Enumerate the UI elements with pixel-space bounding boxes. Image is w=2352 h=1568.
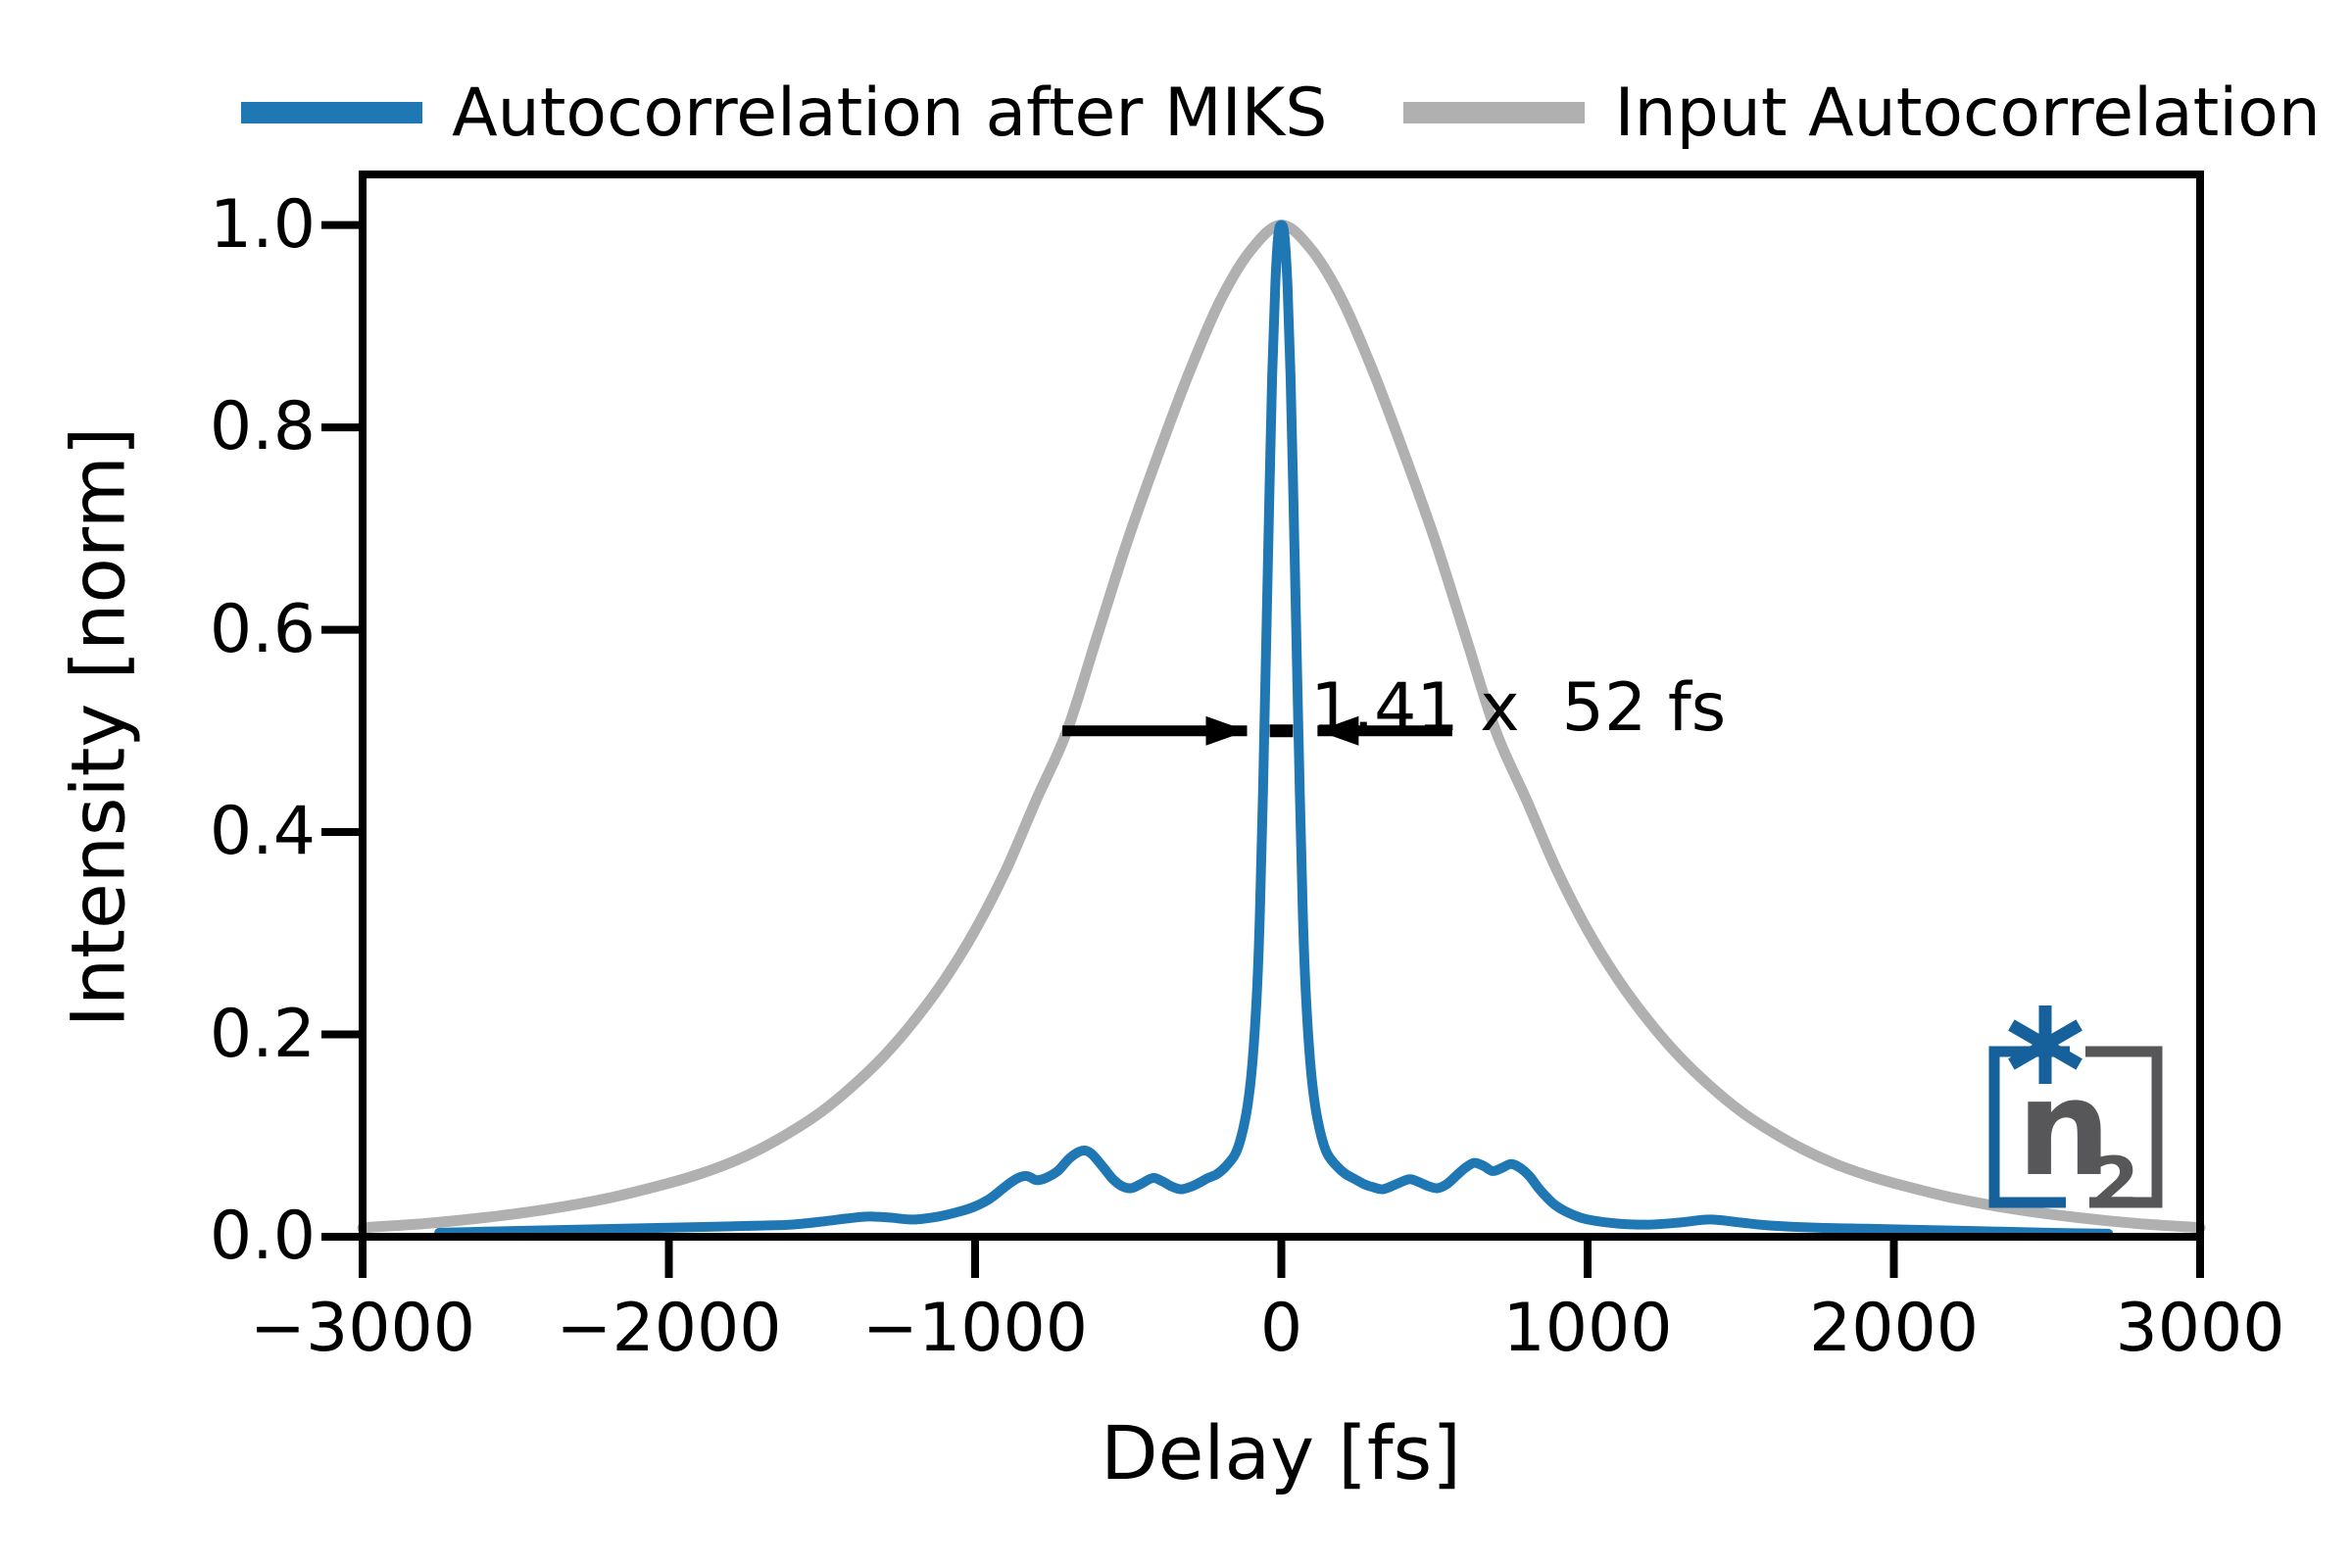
series-lines — [357, 220, 2206, 1239]
y-tick-label: 0.4 — [209, 793, 316, 871]
x-tick-label: −2000 — [556, 1290, 782, 1367]
x-tick-label: 0 — [1259, 1290, 1303, 1367]
x-tick-label: 3000 — [2115, 1290, 2285, 1367]
y-tick-label: 0.0 — [209, 1198, 316, 1275]
fwhm-annotation-text: 1.41 x 52 fs — [1310, 668, 1727, 747]
legend: Autocorrelation after MIKS Input Autocorr… — [241, 71, 2321, 155]
logo-asterisk-icon — [2008, 1019, 2082, 1070]
axes-spines — [359, 171, 2204, 1241]
legend-line-swatch — [1403, 102, 1586, 123]
logo-subscript-2: 2 — [2091, 1143, 2139, 1223]
x-tick-label: 2000 — [1808, 1290, 1980, 1367]
legend-label: Input Autocorrelation — [1614, 74, 2321, 152]
legend-line-swatch — [241, 102, 423, 123]
n2-logo — [1988, 1005, 2163, 1208]
logo-right-bracket — [2085, 1046, 2163, 1208]
legend-item: Input Autocorrelation — [1403, 74, 2321, 152]
y-tick-label: 0.2 — [209, 995, 316, 1073]
x-axis-label: Delay [fs] — [1101, 1409, 1461, 1496]
x-tick-label: −1000 — [861, 1290, 1089, 1367]
legend-item: Autocorrelation after MIKS — [241, 74, 1327, 152]
x-tick-label: −3000 — [249, 1290, 476, 1367]
y-axis-label: Intensity [norm] — [54, 426, 142, 1028]
y-tick-label: 1.0 — [209, 185, 316, 264]
y-tick-label: 0.6 — [209, 590, 316, 668]
series-line-autocorrelation-after-miks — [434, 220, 2114, 1239]
legend-label: Autocorrelation after MIKS — [452, 74, 1328, 152]
tick-marks — [321, 220, 2204, 1278]
x-tick-label: 1000 — [1502, 1290, 1673, 1367]
logo-n-character: n — [2017, 1052, 2112, 1205]
y-tick-label: 0.8 — [209, 388, 316, 466]
